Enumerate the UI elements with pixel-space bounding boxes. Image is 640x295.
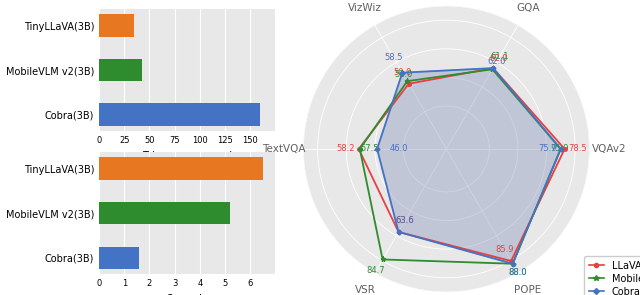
Text: 61.1: 61.1 xyxy=(490,53,509,61)
Text: 85.9: 85.9 xyxy=(495,245,514,254)
Text: 62.0: 62.0 xyxy=(488,58,506,66)
Text: 58.5: 58.5 xyxy=(385,53,403,62)
Legend: LLaVA v1.5(7B), MobileVLM v2(3B), Cobra(3B): LLaVA v1.5(7B), MobileVLM v2(3B), Cobra(… xyxy=(584,256,640,295)
Bar xyxy=(99,247,140,269)
Text: 63.6: 63.6 xyxy=(396,216,414,225)
Polygon shape xyxy=(296,0,596,295)
X-axis label: Seconds: Seconds xyxy=(167,294,207,295)
Bar xyxy=(99,104,260,126)
Text: 88.0: 88.0 xyxy=(508,268,527,277)
Bar xyxy=(99,158,262,180)
Text: 62.0: 62.0 xyxy=(490,54,508,63)
Bar xyxy=(99,14,134,37)
Text: 58.2: 58.2 xyxy=(337,145,355,153)
Bar xyxy=(99,59,143,81)
Text: 52.0: 52.0 xyxy=(394,71,413,79)
Text: 75.9: 75.9 xyxy=(550,145,568,153)
Text: 88.0: 88.0 xyxy=(508,268,527,277)
Text: 63.6: 63.6 xyxy=(396,216,414,225)
X-axis label: Tokens per second: Tokens per second xyxy=(142,151,232,161)
Text: 46.0: 46.0 xyxy=(389,145,408,153)
Text: 57.5: 57.5 xyxy=(360,145,379,153)
Text: 50.0: 50.0 xyxy=(393,68,412,77)
Text: 78.5: 78.5 xyxy=(568,145,587,153)
Bar xyxy=(99,202,230,224)
Text: 75.9: 75.9 xyxy=(539,145,557,153)
Polygon shape xyxy=(377,68,561,264)
Text: 84.7: 84.7 xyxy=(367,266,385,275)
